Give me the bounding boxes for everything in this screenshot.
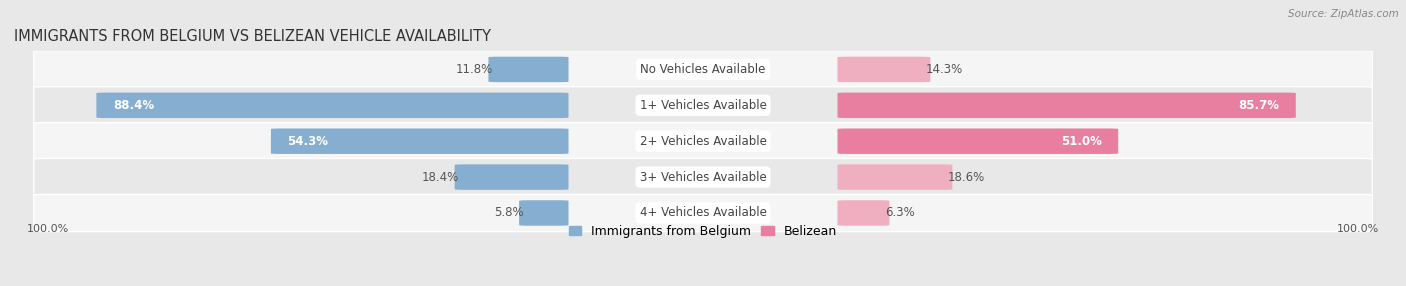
Text: Source: ZipAtlas.com: Source: ZipAtlas.com [1288,9,1399,19]
Text: 4+ Vehicles Available: 4+ Vehicles Available [640,206,766,219]
Text: IMMIGRANTS FROM BELGIUM VS BELIZEAN VEHICLE AVAILABILITY: IMMIGRANTS FROM BELGIUM VS BELIZEAN VEHI… [14,29,491,44]
FancyBboxPatch shape [488,57,568,82]
FancyBboxPatch shape [34,194,1372,232]
Text: 6.3%: 6.3% [884,206,914,219]
FancyBboxPatch shape [97,93,568,118]
FancyBboxPatch shape [34,122,1372,160]
FancyBboxPatch shape [838,128,1118,154]
Text: 100.0%: 100.0% [27,224,69,234]
FancyBboxPatch shape [34,87,1372,124]
Text: 18.4%: 18.4% [422,170,460,184]
FancyBboxPatch shape [838,57,931,82]
FancyBboxPatch shape [838,200,890,226]
Text: 14.3%: 14.3% [925,63,963,76]
FancyBboxPatch shape [838,93,1296,118]
Text: 100.0%: 100.0% [1337,224,1379,234]
FancyBboxPatch shape [34,158,1372,196]
FancyBboxPatch shape [271,128,568,154]
Text: 11.8%: 11.8% [456,63,494,76]
FancyBboxPatch shape [519,200,568,226]
Text: 5.8%: 5.8% [494,206,523,219]
Text: 54.3%: 54.3% [287,135,329,148]
Text: 2+ Vehicles Available: 2+ Vehicles Available [640,135,766,148]
Text: 1+ Vehicles Available: 1+ Vehicles Available [640,99,766,112]
Text: 51.0%: 51.0% [1062,135,1102,148]
FancyBboxPatch shape [838,164,952,190]
Text: 18.6%: 18.6% [948,170,986,184]
FancyBboxPatch shape [454,164,568,190]
Text: No Vehicles Available: No Vehicles Available [640,63,766,76]
Text: 88.4%: 88.4% [112,99,153,112]
Text: 85.7%: 85.7% [1239,99,1279,112]
FancyBboxPatch shape [34,51,1372,88]
Text: 3+ Vehicles Available: 3+ Vehicles Available [640,170,766,184]
Legend: Immigrants from Belgium, Belizean: Immigrants from Belgium, Belizean [564,220,842,243]
